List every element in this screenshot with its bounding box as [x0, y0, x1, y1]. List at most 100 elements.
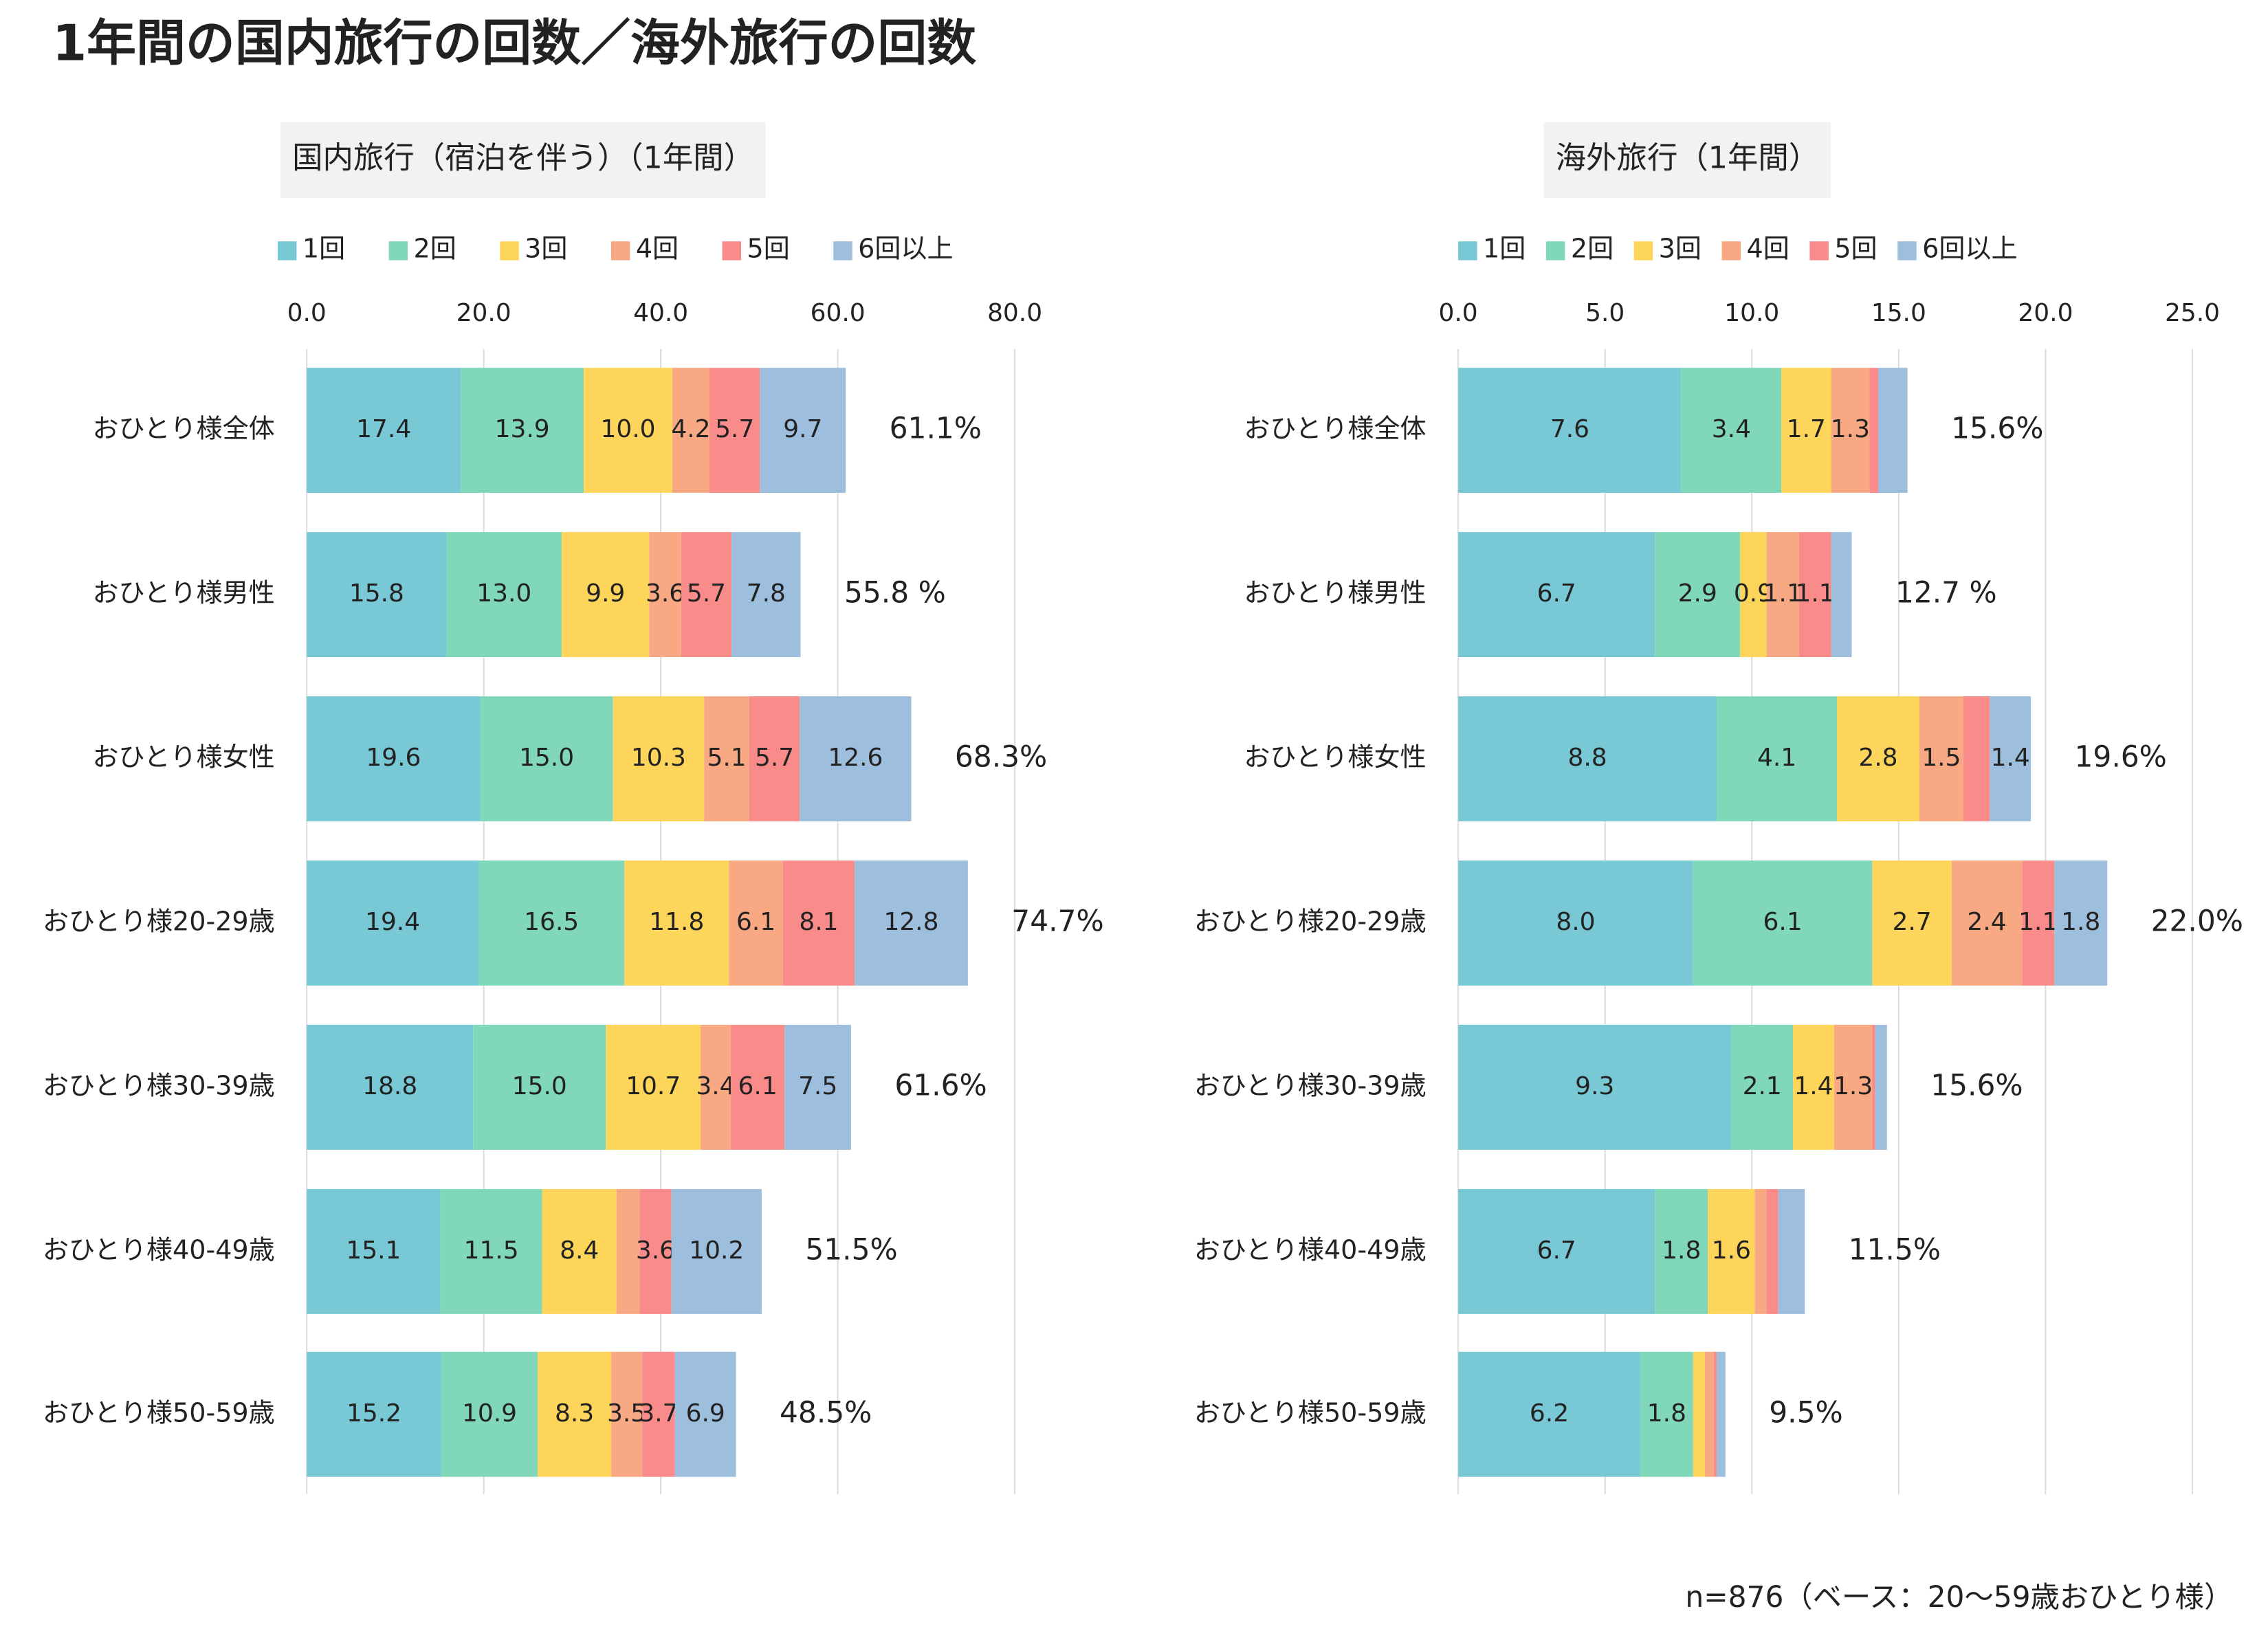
- data-label: 10.2: [689, 1236, 744, 1265]
- footnote: n=876（ベース：20〜59歳おひとり様）: [1685, 1580, 2233, 1614]
- total-label: 11.5%: [1849, 1232, 1941, 1266]
- data-label: 3.4: [1712, 415, 1751, 443]
- chart-title: 海外旅行（1年間）: [1556, 141, 1819, 176]
- data-label: 4.1: [1757, 744, 1796, 772]
- data-label: 19.4: [365, 908, 420, 936]
- data-label: 3.6: [636, 1236, 675, 1265]
- legend-swatch: [277, 241, 297, 260]
- bar-segment: [611, 1351, 643, 1477]
- legend-label: 6回以上: [858, 233, 953, 263]
- legend-swatch: [1897, 241, 1917, 260]
- data-label: 7.6: [1550, 415, 1589, 443]
- bar-segment: [1458, 1025, 1732, 1150]
- data-label: 13.0: [476, 579, 531, 608]
- bar-segment: [1458, 532, 1655, 657]
- data-label: 3.7: [639, 1399, 678, 1428]
- data-label: 19.6: [366, 744, 421, 772]
- data-label: 15.0: [519, 744, 574, 772]
- data-label: 15.2: [346, 1399, 401, 1428]
- bar-segment: [1693, 861, 1873, 986]
- bar-segment: [749, 696, 800, 821]
- category-label: おひとり様男性: [92, 578, 274, 608]
- legend-swatch: [500, 241, 519, 260]
- total-label: 55.8 %: [844, 576, 946, 610]
- data-label: 15.1: [346, 1236, 401, 1265]
- bar-segment: [1640, 1351, 1693, 1477]
- data-label: 3.6: [646, 579, 685, 608]
- bar-segment: [731, 532, 801, 657]
- data-label: 6.7: [1537, 579, 1576, 608]
- legend-swatch: [1458, 241, 1477, 260]
- bar-segment: [1963, 696, 1990, 821]
- bar-segment: [1655, 1188, 1708, 1314]
- data-label: 1.8: [2061, 908, 2100, 936]
- bar-segment: [1872, 1025, 1875, 1150]
- legend-label: 3回: [525, 233, 567, 263]
- data-label: 5.1: [707, 744, 746, 772]
- bar-segment: [616, 1188, 640, 1314]
- bar-segment: [1754, 1188, 1767, 1314]
- bar-segment: [1458, 1188, 1655, 1314]
- data-label: 5.7: [687, 579, 726, 608]
- data-label: 1.1: [1796, 579, 1835, 608]
- x-tick-label: 5.0: [1585, 299, 1625, 327]
- data-label: 16.5: [524, 908, 579, 936]
- data-label: 6.9: [686, 1399, 725, 1428]
- data-label: 15.8: [349, 579, 404, 608]
- data-label: 8.1: [799, 908, 838, 936]
- legend-label: 1回: [302, 233, 345, 263]
- legend-label: 4回: [636, 233, 679, 263]
- bar-segment: [1919, 696, 1963, 821]
- bar-segment: [1740, 532, 1767, 657]
- category-label: おひとり様50-59歳: [1194, 1397, 1427, 1428]
- x-tick-label: 0.0: [287, 299, 327, 327]
- data-label: 1.1: [2018, 908, 2058, 936]
- bar-segment: [1766, 532, 1799, 657]
- bar-segment: [440, 1188, 542, 1314]
- data-label: 1.6: [1712, 1236, 1751, 1265]
- bar-segment: [1831, 368, 1870, 493]
- data-label: 1.5: [1922, 744, 1961, 772]
- bar-segment: [671, 1188, 762, 1314]
- category-label: おひとり様女性: [1244, 742, 1426, 773]
- page-title: 1年間の国内旅行の回数／海外旅行の回数: [52, 14, 976, 71]
- data-label: 1.4: [1991, 744, 2030, 772]
- bar-segment: [1458, 1351, 1640, 1477]
- bar-segment: [542, 1188, 617, 1314]
- bar-segment: [613, 696, 705, 821]
- legend-swatch: [388, 241, 408, 260]
- bar-segment: [1834, 1025, 1873, 1150]
- category-label: おひとり様30-39歳: [43, 1070, 275, 1100]
- category-label: おひとり様50-59歳: [43, 1397, 275, 1428]
- bar-segment: [782, 861, 855, 986]
- bar-segment: [307, 368, 461, 493]
- data-label: 1.3: [1834, 1072, 1873, 1100]
- total-label: 48.5%: [780, 1395, 872, 1429]
- legend-swatch: [1633, 241, 1653, 260]
- total-label: 9.5%: [1769, 1395, 1842, 1429]
- data-label: 10.7: [626, 1072, 681, 1100]
- bar-segment: [606, 1025, 701, 1150]
- data-label: 13.9: [495, 415, 550, 443]
- bar-segment: [1878, 368, 1908, 493]
- legend-label: 5回: [747, 233, 790, 263]
- bar-segment: [584, 368, 672, 493]
- data-label: 1.3: [1831, 415, 1870, 443]
- category-label: おひとり様全体: [1244, 414, 1426, 444]
- bar-segment: [461, 368, 584, 493]
- category-label: おひとり様40-49歳: [1194, 1234, 1427, 1265]
- data-label: 8.4: [560, 1236, 599, 1265]
- bar-segment: [480, 696, 613, 821]
- bar-segment: [1693, 1351, 1705, 1477]
- category-label: おひとり様女性: [92, 742, 274, 773]
- data-label: 5.7: [715, 415, 754, 443]
- bar-segment: [681, 532, 732, 657]
- bar-segment: [561, 532, 650, 657]
- data-label: 3.4: [696, 1072, 735, 1100]
- data-label: 6.2: [1530, 1399, 1569, 1428]
- legend-label: 2回: [414, 233, 456, 263]
- data-label: 8.0: [1556, 908, 1595, 936]
- data-label: 12.8: [883, 908, 938, 936]
- bar-segment: [760, 368, 846, 493]
- x-tick-label: 20.0: [456, 299, 511, 327]
